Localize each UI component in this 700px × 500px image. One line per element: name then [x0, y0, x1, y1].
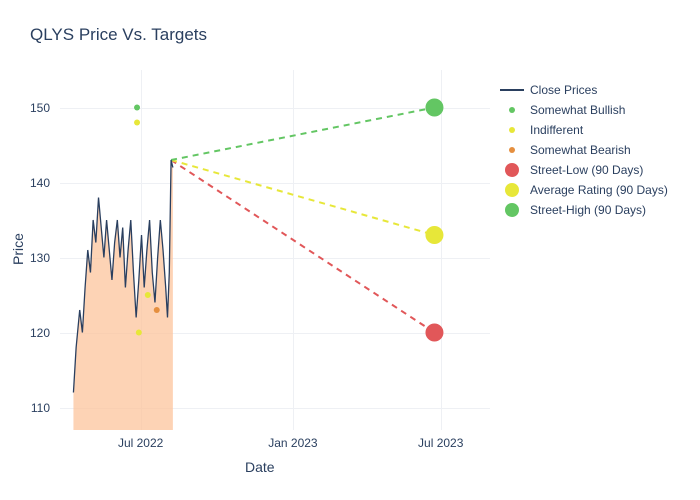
legend-item[interactable]: Somewhat Bullish	[500, 100, 668, 120]
chart-title: QLYS Price Vs. Targets	[30, 25, 207, 45]
legend-label: Somewhat Bearish	[530, 143, 631, 157]
legend-item[interactable]: Average Rating (90 Days)	[500, 180, 668, 200]
target-line	[171, 160, 434, 235]
y-tick-label: 110	[31, 401, 50, 415]
target-dot	[425, 99, 443, 117]
legend-item[interactable]: Close Prices	[500, 80, 668, 100]
legend-label: Street-Low (90 Days)	[530, 163, 643, 177]
y-tick-label: 120	[30, 326, 50, 340]
legend-label: Somewhat Bullish	[530, 103, 625, 117]
legend-swatch	[505, 203, 519, 217]
x-tick-label: Jul 2022	[118, 436, 163, 450]
legend-label: Street-High (90 Days)	[530, 203, 646, 217]
target-dot	[425, 324, 443, 342]
legend-item[interactable]: Street-Low (90 Days)	[500, 160, 668, 180]
legend-label: Average Rating (90 Days)	[530, 183, 668, 197]
legend-swatch	[509, 147, 515, 153]
chart-svg	[60, 70, 490, 430]
legend-label: Close Prices	[530, 83, 597, 97]
y-tick-label: 140	[30, 176, 50, 190]
y-tick-label: 130	[30, 251, 50, 265]
legend-item[interactable]: Somewhat Bearish	[500, 140, 668, 160]
y-tick-label: 150	[30, 101, 50, 115]
legend-swatch	[500, 89, 524, 91]
y-axis-label: Price	[10, 233, 26, 265]
analyst-dot	[154, 307, 160, 313]
analyst-dot	[134, 120, 140, 126]
legend-swatch	[509, 107, 515, 113]
legend-swatch	[509, 127, 515, 133]
analyst-dot	[134, 105, 140, 111]
x-tick-label: Jul 2023	[418, 436, 463, 450]
x-axis-label: Date	[245, 459, 275, 475]
analyst-dot	[145, 292, 151, 298]
legend: Close Prices Somewhat Bullish Indifferent S…	[500, 80, 668, 220]
target-line	[171, 108, 434, 161]
x-tick-label: Jan 2023	[268, 436, 317, 450]
legend-item[interactable]: Indifferent	[500, 120, 668, 140]
analyst-dot	[136, 330, 142, 336]
legend-item[interactable]: Street-High (90 Days)	[500, 200, 668, 220]
target-line	[171, 160, 434, 333]
legend-swatch	[505, 183, 519, 197]
legend-swatch	[505, 163, 519, 177]
plot-area: 110120130140150Jul 2022Jan 2023Jul 2023	[60, 70, 490, 430]
chart-container: QLYS Price Vs. Targets Price Date 110120…	[0, 0, 700, 500]
target-dot	[425, 226, 443, 244]
close-area-fill	[73, 160, 172, 430]
legend-label: Indifferent	[530, 123, 583, 137]
